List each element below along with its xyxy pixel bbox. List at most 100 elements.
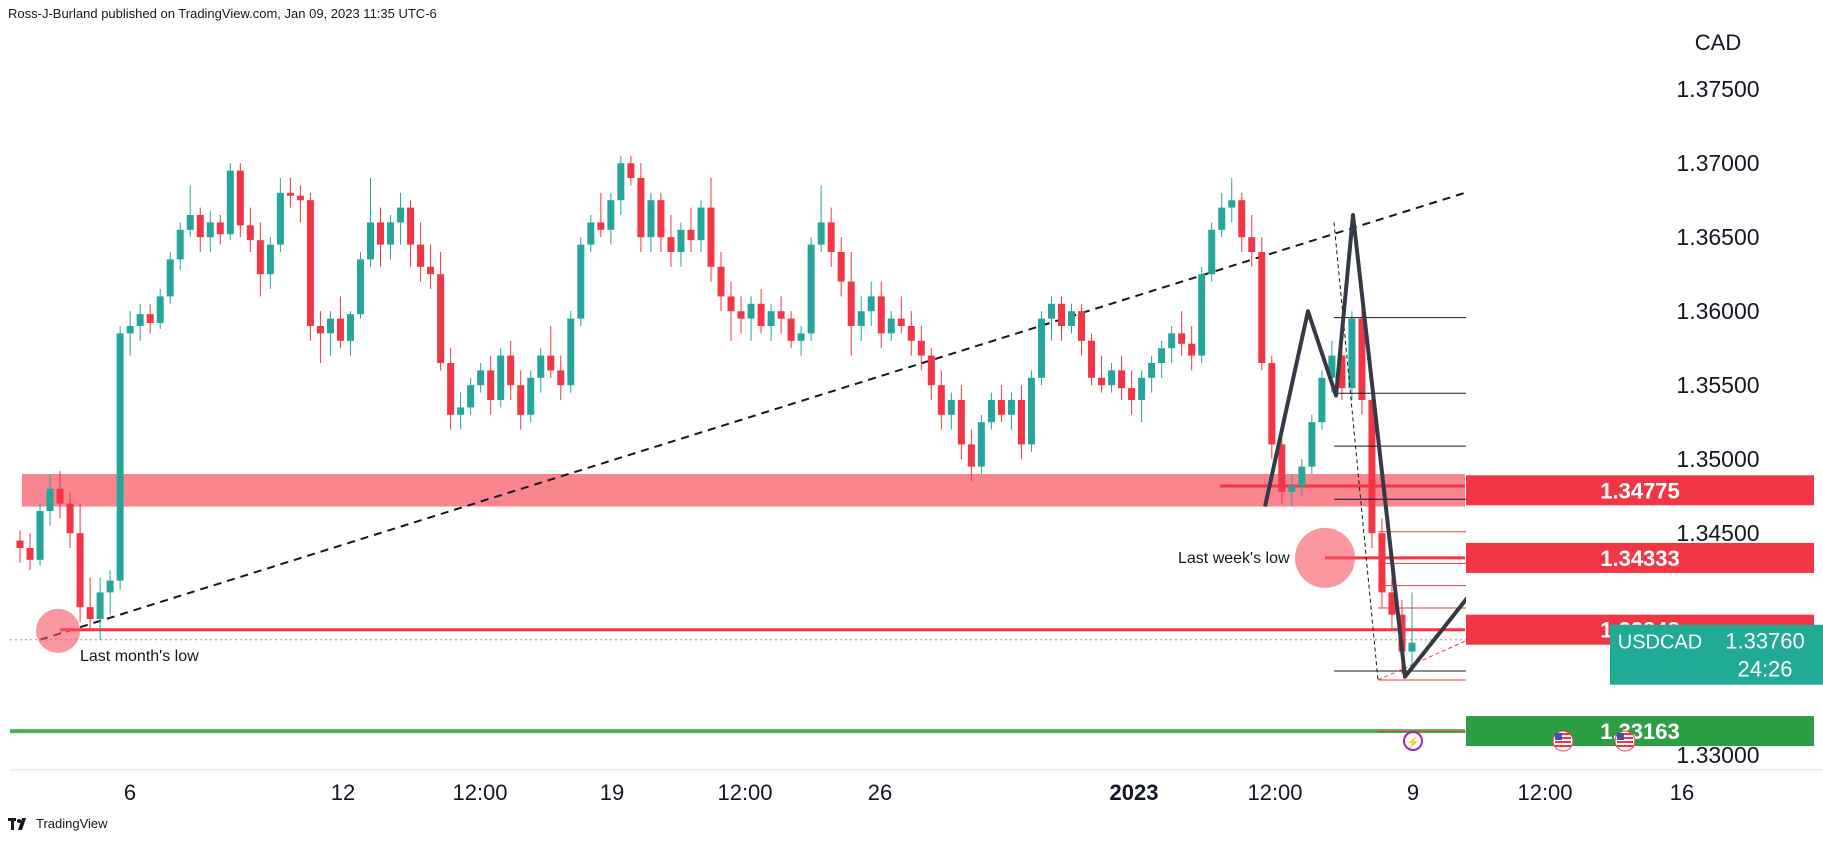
candle [1268,355,1276,460]
candle-body [937,385,945,415]
candle [1027,370,1035,452]
candle [627,155,635,186]
candle-body [427,266,435,275]
candle [306,192,314,341]
candle-body [637,178,645,238]
publisher-header: Ross-J-Burland published on TradingView.… [8,6,437,21]
candle [907,311,915,356]
candle [927,348,935,400]
candle-body [1388,592,1396,615]
price-axis-bg [1466,0,1823,844]
candle-body [917,340,925,356]
candle [967,429,975,482]
time-tick-label: 26 [868,780,892,805]
candle-body [1298,466,1306,486]
price-tick-label: 1.37000 [1676,150,1759,176]
candle [577,237,585,326]
candle-body [727,296,735,312]
candle-body [1208,229,1216,275]
candle-body [987,400,995,423]
flag-canton [1555,733,1562,740]
candle [957,385,965,460]
candle [186,185,194,238]
candle [1288,474,1296,507]
candle-body [1358,318,1366,400]
candle-body [807,244,815,334]
candle [567,311,575,393]
tradingview-logo-icon [8,817,26,830]
candle [597,192,605,238]
price-labels-layer: 1.347751.343331.338481.33163USDCAD1.3376… [1466,475,1823,747]
candle-body [126,326,134,334]
candle-body [897,318,905,326]
candle [106,570,114,615]
price-tick-label: 1.36000 [1676,298,1759,324]
time-tick-label: 12:00 [717,780,772,805]
zone-price-label-bg [1466,475,1814,506]
candle-body [387,222,395,245]
candle [1118,355,1126,400]
candle-body [46,488,54,511]
candle-body [597,222,605,230]
candle [26,533,34,571]
candle-body [1378,533,1386,593]
last-week-low-label: Last week's low [1178,550,1290,567]
candle-body [1408,642,1416,652]
candle [1318,370,1326,430]
candle-body [346,314,354,341]
candle-body [1228,200,1236,208]
tradingview-footer[interactable]: TradingView [8,816,108,831]
candle [447,348,455,430]
candle [1188,326,1196,371]
candle-body [397,207,405,223]
candle [547,326,555,378]
candle [346,311,354,356]
candle-body [306,200,314,326]
price-tick-label: 1.36500 [1676,224,1759,250]
candle-body [927,355,935,386]
candle-body [66,503,74,534]
candle-body [947,400,955,415]
candle [1158,340,1166,378]
candle [1098,355,1106,393]
candle [1228,178,1236,223]
candle [877,281,885,349]
candle-body [226,170,234,235]
candle [1238,192,1246,252]
candle [1278,429,1286,504]
candle-body [517,385,525,415]
candle [56,471,64,519]
candle-body [1108,370,1116,386]
candle [1218,192,1226,238]
candle-body [1328,355,1336,378]
candle-body [1078,311,1086,341]
candle [507,340,515,400]
candle-body [166,259,174,297]
candle [266,237,274,289]
candle-body [136,314,144,326]
candle-body [557,370,565,386]
candle [1338,348,1346,400]
resistance-zone-layer [22,474,1465,507]
candle [1007,392,1015,430]
candle [697,200,705,252]
flag-canton [1617,733,1624,740]
candle [356,252,364,319]
candle [947,392,955,430]
lightning-event-icon [1403,731,1423,751]
candle-body [477,370,485,386]
candle-body [1138,377,1146,400]
candle-body [266,244,274,275]
trendline-layer [10,191,1610,641]
candle [817,185,825,252]
last-week-low-marker [1295,527,1355,588]
candle-body [1088,340,1096,378]
candle [1248,215,1256,267]
candle-body [977,422,985,467]
candle-body [817,222,825,245]
candle-body [737,311,745,319]
time-tick-label: 2023 [1110,780,1159,805]
candle [587,215,595,252]
candle [336,296,344,349]
